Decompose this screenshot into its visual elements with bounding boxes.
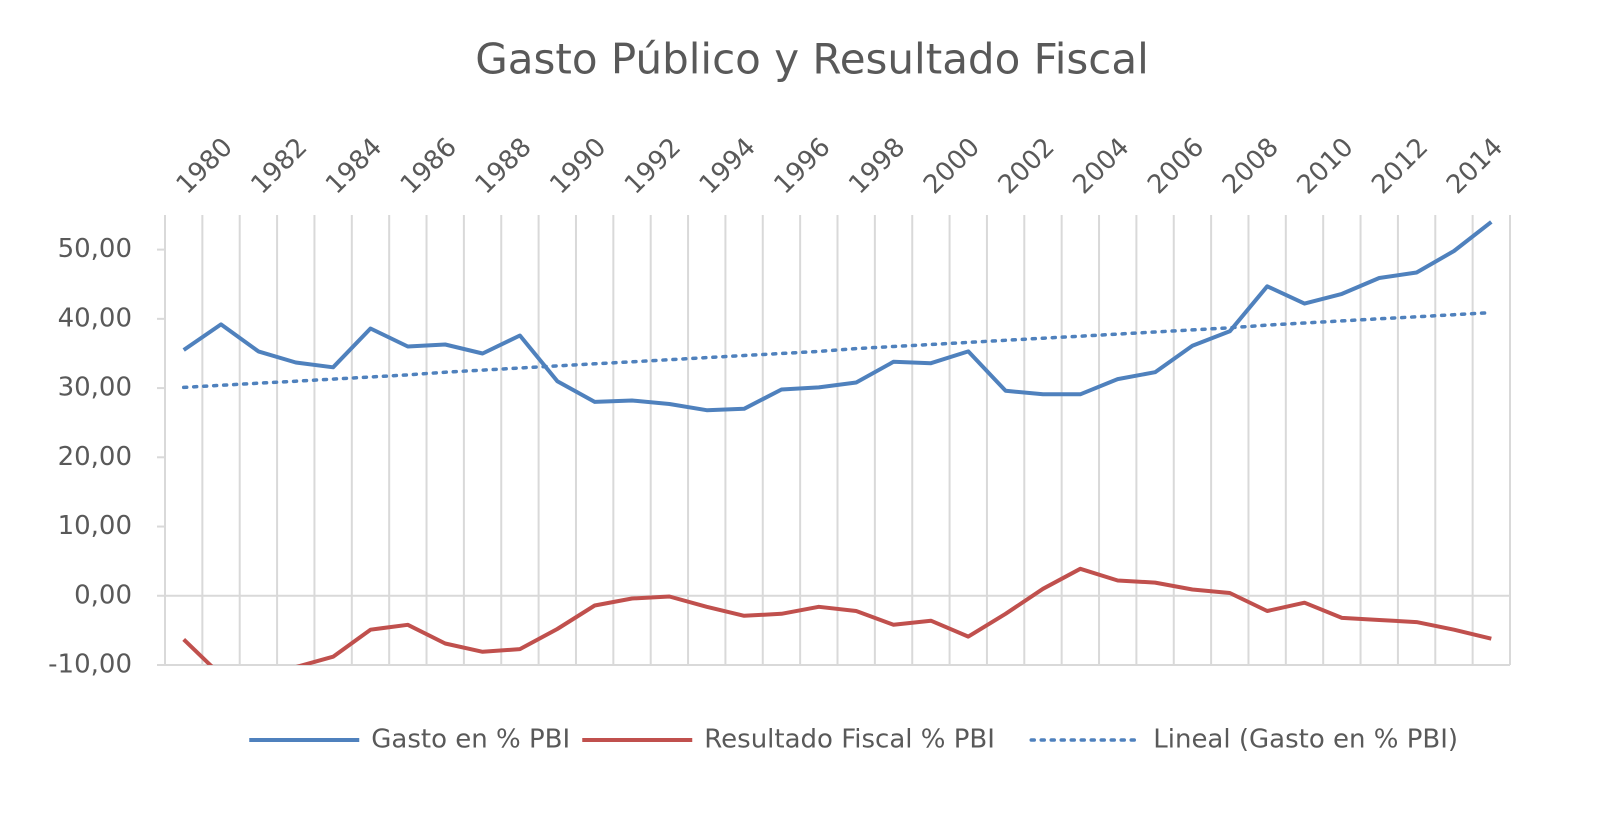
x-tick-label: 1994 [694,132,762,200]
x-tick-label: 1988 [470,132,538,200]
legend-label: Resultado Fiscal % PBI [704,725,995,755]
x-tick-label: 2002 [993,132,1061,200]
y-tick-label: 40,00 [58,303,132,333]
x-tick-label: 2006 [1142,132,1210,200]
x-tick-label: 1984 [320,132,388,200]
series-line [181,310,1494,390]
y-tick-label: -10,00 [48,650,132,680]
series-line [182,220,1493,413]
y-tick-label: 30,00 [58,373,132,403]
x-tick-label: 2000 [918,132,986,200]
legend: Gasto en % PBI Resultado Fiscal % PBI Line… [249,725,1458,755]
series-line [182,566,1492,665]
x-tick-label: 1992 [619,132,687,200]
y-tick-label: 0,00 [74,580,132,610]
y-tick-label: 50,00 [58,234,132,264]
x-tick-label: 1990 [544,132,612,200]
x-tick-label: 1982 [245,132,313,200]
y-tick-label: 10,00 [58,511,132,541]
legend-label: Lineal (Gasto en % PBI) [1153,725,1458,755]
y-tick-label: 20,00 [58,442,132,472]
plot-area [181,220,1494,665]
legend-label: Gasto en % PBI [371,725,570,755]
x-tick-label: 2014 [1441,132,1509,200]
x-tick-label: 2004 [1067,132,1135,200]
x-tick-label: 1998 [843,132,911,200]
x-tick-label: 1980 [171,132,239,200]
x-tick-label: 1986 [395,132,463,200]
x-tick-label: 2012 [1366,132,1434,200]
x-tick-label: 2010 [1292,132,1360,200]
chart-title: Gasto Público y Resultado Fiscal [475,35,1149,84]
x-tick-label: 1996 [768,132,836,200]
x-tick-label: 2008 [1217,132,1285,200]
